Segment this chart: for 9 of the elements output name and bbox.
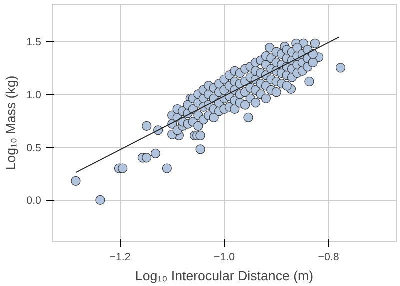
y-tick-label: 0.5 bbox=[26, 142, 42, 154]
y-tick-label: 1.5 bbox=[26, 36, 42, 49]
y-axis-title: Log₁₀ Mass (kg) bbox=[4, 76, 19, 170]
y-tick-label: 1.0 bbox=[26, 89, 42, 102]
x-tick-label: −1.0 bbox=[214, 252, 236, 264]
x-tick-label: −0.8 bbox=[318, 252, 340, 264]
y-tick-label: 0.0 bbox=[26, 195, 42, 208]
x-tick-label: −1.2 bbox=[110, 252, 131, 264]
x-axis-title: Log₁₀ Interocular Distance (m) bbox=[135, 268, 314, 284]
